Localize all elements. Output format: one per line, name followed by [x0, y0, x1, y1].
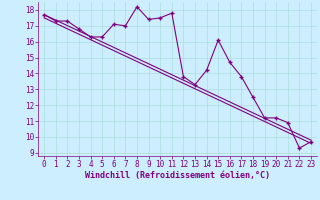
X-axis label: Windchill (Refroidissement éolien,°C): Windchill (Refroidissement éolien,°C): [85, 171, 270, 180]
